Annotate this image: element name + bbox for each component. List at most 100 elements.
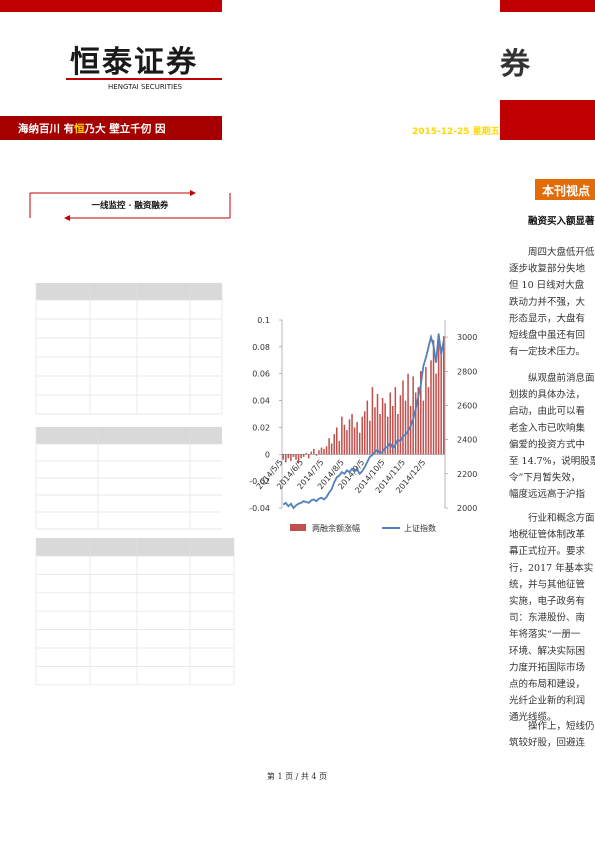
slogan-part: 乃大 壁立千仞 因 <box>84 122 166 135</box>
bar <box>430 360 432 455</box>
paragraph-line: 划拨的具体办法， <box>509 389 585 401</box>
paragraph-line: 偏爱的投资方式中 <box>509 438 585 450</box>
bar <box>369 420 371 455</box>
bar <box>338 440 341 455</box>
y-tick-label: 0.08 <box>252 343 270 352</box>
y-tick-label: -0.02 <box>249 477 270 486</box>
y2-tick-label: 2200 <box>457 470 477 479</box>
bar <box>427 387 430 455</box>
paragraph-line: 司：东港股份、南 <box>509 612 585 624</box>
table-header <box>36 427 222 444</box>
bar <box>374 407 376 455</box>
bar <box>346 430 348 455</box>
paragraph-line: 老金入市已吹响集 <box>509 422 586 434</box>
column-tag-bg <box>535 179 595 200</box>
paragraph-line: 力度开拓国际市场 <box>509 661 585 673</box>
y2-tick-label: 2800 <box>457 367 477 376</box>
bar <box>305 452 307 455</box>
bar <box>384 403 386 455</box>
bar <box>361 416 363 455</box>
bar <box>435 373 437 455</box>
y-tick-label: 0.04 <box>252 397 270 406</box>
line <box>282 333 445 510</box>
paragraph-line: 操作上，短线仍 <box>528 720 595 732</box>
bar <box>399 395 402 455</box>
bar <box>307 454 310 459</box>
paragraph-line: 通光线缆。 <box>509 711 557 723</box>
bar <box>379 414 381 455</box>
bar <box>287 454 290 459</box>
footer: 第 1 页 / 共 4 页 <box>267 771 327 781</box>
slogan-part: 恒 <box>74 122 85 135</box>
arrow <box>190 190 196 196</box>
bar <box>417 387 420 455</box>
paragraph-line: 实施，电子政务有 <box>509 595 585 607</box>
bar <box>335 427 338 455</box>
y2-tick-label: 2400 <box>457 436 477 445</box>
bar <box>343 424 346 455</box>
slogan: 海纳百川 有恒乃大 壁立千仞 因 <box>18 122 165 135</box>
bar <box>386 416 389 455</box>
paragraph-line: 但 10 日线对大盘 <box>509 279 585 291</box>
y2-tick-label: 2600 <box>457 401 477 410</box>
paragraph-line: 幕正式拉开。要求 <box>509 545 586 557</box>
logo: 恒泰证券 <box>70 45 198 80</box>
column-tag: 本刊视点 <box>542 183 590 198</box>
bar <box>325 446 328 455</box>
legend-label: 两融余额涨幅 <box>312 523 360 533</box>
bar <box>394 387 397 455</box>
bar <box>351 414 353 455</box>
bar <box>310 451 313 455</box>
paragraph-line: 启动，由此可以看 <box>509 405 585 417</box>
paragraph-line: 纵观盘前消息面 <box>528 372 595 384</box>
y-tick-label: 0 <box>265 450 270 459</box>
bar <box>409 405 412 455</box>
bar <box>371 387 374 455</box>
bar <box>323 448 325 455</box>
y2-tick-label: 3000 <box>457 333 477 342</box>
y-tick-label: 0.06 <box>252 370 270 379</box>
section-label: 一线监控 · 融资融券 <box>92 200 169 211</box>
tables <box>35 283 235 686</box>
slogan-part: 海纳百川 有 <box>18 122 75 135</box>
headline: 融资买入额显著 <box>528 215 595 227</box>
bar <box>389 392 392 455</box>
bar <box>358 432 361 455</box>
top-band <box>0 0 222 12</box>
bar <box>376 393 379 455</box>
bar <box>282 454 285 460</box>
logo-en: HENGTAI SECURITIES <box>108 83 182 91</box>
bar <box>366 400 369 455</box>
y-tick-label: 0.02 <box>252 423 270 432</box>
bar <box>290 454 292 461</box>
bar <box>315 454 318 456</box>
bar <box>414 392 417 455</box>
paragraph-line: 幅度远远高于沪指 <box>509 488 586 500</box>
bar <box>407 373 409 455</box>
top-band-right <box>500 0 595 12</box>
date: 2015-12-25 星期五 <box>412 125 500 137</box>
bar <box>381 397 384 455</box>
bar <box>320 447 323 455</box>
bar <box>285 454 287 463</box>
paragraph-line: 令”下月暂失效， <box>509 472 580 484</box>
table-header <box>36 538 234 556</box>
banner-red <box>500 100 595 140</box>
paragraph-line: 逐步收复部分失地 <box>509 263 586 275</box>
paragraph-line: 筑较好股，回避连 <box>509 737 586 749</box>
bar <box>328 438 330 455</box>
bar <box>392 405 394 455</box>
paragraph-line: 年将落实“一册一 <box>509 628 581 640</box>
paragraph-line: 环境、解决实际困 <box>509 645 585 657</box>
banner-title: 券 <box>500 47 531 82</box>
bar <box>333 434 335 455</box>
bar <box>364 411 366 455</box>
y-tick-label: 0.1 <box>257 316 270 325</box>
table-header <box>36 283 222 300</box>
paragraph-line: 地税征管体制改革 <box>509 529 586 541</box>
bar <box>330 443 333 455</box>
slogan-band <box>0 116 222 140</box>
paragraph-line: 行，2017 年基本实 <box>509 562 593 574</box>
